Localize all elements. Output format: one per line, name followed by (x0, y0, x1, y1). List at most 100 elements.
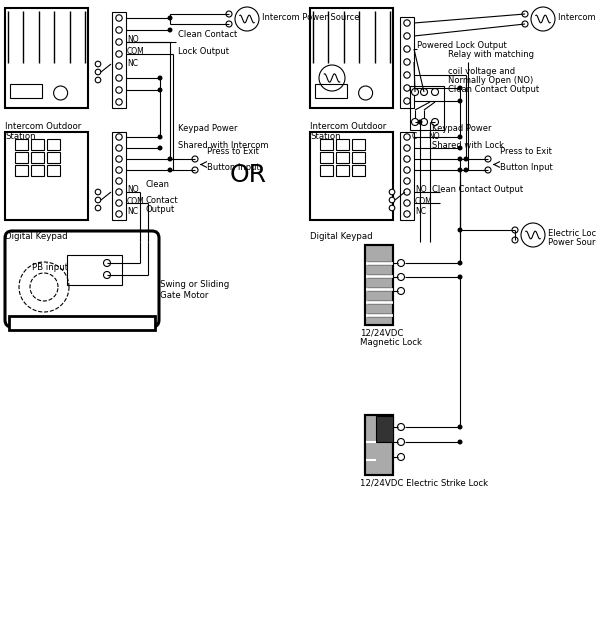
Circle shape (116, 145, 122, 151)
Text: Clean Contact: Clean Contact (178, 30, 237, 39)
Text: 12/24VDC Electric Strike Lock: 12/24VDC Electric Strike Lock (360, 479, 488, 488)
Circle shape (192, 156, 198, 162)
Circle shape (404, 167, 410, 173)
Circle shape (95, 78, 101, 83)
Text: Station: Station (310, 132, 341, 141)
Text: Digital Keypad: Digital Keypad (5, 232, 67, 241)
Circle shape (485, 167, 491, 173)
Circle shape (398, 260, 405, 267)
Circle shape (531, 7, 555, 31)
Text: 12/24VDC: 12/24VDC (360, 329, 403, 338)
Circle shape (464, 156, 468, 161)
Circle shape (418, 120, 423, 125)
Text: Station: Station (5, 132, 36, 141)
Circle shape (226, 21, 232, 27)
Circle shape (157, 146, 163, 151)
Circle shape (458, 425, 462, 430)
Circle shape (421, 118, 427, 125)
Text: Intercom Outdoor: Intercom Outdoor (310, 122, 386, 131)
Bar (112, 132, 126, 220)
Circle shape (458, 260, 462, 265)
Bar (31, 152, 44, 163)
Text: COM: COM (127, 48, 145, 56)
Text: Keypad Power: Keypad Power (178, 124, 237, 133)
Circle shape (458, 167, 462, 172)
Circle shape (458, 440, 462, 445)
Text: Intercom Power Source: Intercom Power Source (558, 13, 596, 22)
Text: Keypad Power: Keypad Power (432, 124, 492, 133)
Circle shape (116, 178, 122, 184)
Circle shape (522, 21, 528, 27)
Circle shape (432, 118, 439, 125)
Circle shape (116, 211, 122, 217)
Text: OR: OR (229, 163, 266, 187)
Circle shape (404, 33, 410, 39)
Bar (47, 152, 60, 163)
Bar (320, 139, 333, 150)
Bar (15, 139, 28, 150)
Circle shape (421, 89, 427, 95)
Circle shape (95, 189, 101, 195)
Circle shape (522, 11, 528, 17)
Text: Powered Lock Output: Powered Lock Output (417, 42, 507, 50)
Circle shape (432, 89, 439, 95)
Circle shape (95, 69, 101, 75)
Circle shape (512, 227, 518, 233)
Circle shape (485, 156, 491, 162)
Text: Power Source: Power Source (548, 238, 596, 247)
Circle shape (116, 200, 122, 206)
Circle shape (226, 11, 232, 17)
Text: NO: NO (127, 35, 139, 45)
Text: Lock Output: Lock Output (178, 47, 229, 56)
Text: NC: NC (127, 60, 138, 68)
Circle shape (389, 197, 395, 203)
Bar (112, 12, 126, 108)
Circle shape (116, 189, 122, 195)
Text: Clean Contact Output: Clean Contact Output (448, 85, 539, 94)
Bar (352, 152, 365, 163)
Text: Contact: Contact (146, 196, 179, 205)
Text: NC: NC (127, 208, 138, 216)
Circle shape (398, 423, 405, 430)
Circle shape (116, 51, 122, 57)
Bar (315, 84, 346, 98)
Text: COM: COM (127, 197, 145, 205)
Circle shape (458, 99, 462, 104)
Circle shape (157, 135, 163, 140)
Circle shape (192, 167, 198, 173)
Text: NO: NO (428, 132, 440, 141)
Circle shape (95, 205, 101, 211)
Circle shape (458, 135, 462, 140)
Text: Press to Exit: Press to Exit (207, 147, 259, 156)
Bar (5, 132, 88, 220)
Text: Normally Open (NO): Normally Open (NO) (448, 76, 533, 85)
Text: coil voltage and: coil voltage and (448, 67, 515, 76)
Text: Shared with Intercom: Shared with Intercom (178, 141, 269, 150)
Circle shape (404, 85, 410, 91)
Circle shape (116, 39, 122, 45)
Circle shape (116, 75, 122, 81)
Bar (320, 152, 333, 163)
Bar (352, 165, 365, 176)
Bar (15, 165, 28, 176)
Circle shape (167, 27, 172, 32)
Text: NC: NC (415, 208, 426, 216)
Circle shape (389, 205, 395, 211)
Circle shape (398, 273, 405, 280)
Circle shape (404, 46, 410, 52)
Bar (400, 17, 414, 108)
Text: Electric Lock: Electric Lock (548, 229, 596, 238)
Text: Magnetic Lock: Magnetic Lock (360, 338, 422, 347)
Circle shape (404, 178, 410, 184)
Text: COM: COM (415, 197, 433, 205)
Text: Clean: Clean (146, 180, 170, 189)
Text: Button Input: Button Input (207, 163, 260, 172)
Circle shape (167, 167, 172, 172)
Text: PB input: PB input (32, 263, 68, 272)
Bar (47, 165, 60, 176)
Bar (410, 86, 444, 130)
Circle shape (167, 16, 172, 20)
Circle shape (116, 63, 122, 69)
Circle shape (458, 86, 462, 91)
Text: NO: NO (415, 185, 427, 195)
